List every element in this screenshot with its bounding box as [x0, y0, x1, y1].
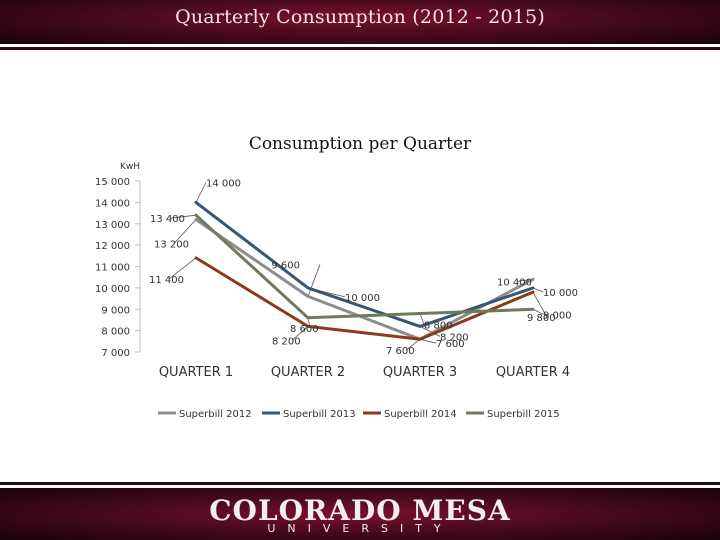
y-tick-label: 11 000: [95, 263, 130, 274]
y-tick-label: 8 000: [101, 327, 130, 338]
data-label: 8 200: [440, 332, 469, 343]
legend-label: Superbill 2015: [487, 409, 560, 420]
y-tick-label: 14 000: [95, 198, 130, 209]
y-axis-label: KwH: [120, 162, 140, 172]
data-label: 13 200: [154, 239, 189, 250]
data-label: 11 400: [149, 275, 184, 286]
y-tick-label: 10 000: [95, 284, 130, 295]
data-label: 10 000: [345, 293, 380, 304]
data-label: 8 600: [290, 324, 319, 335]
data-label-leader: [173, 219, 197, 244]
data-label-leader: [419, 313, 425, 325]
data-label-leader: [195, 182, 207, 203]
data-label: 7 600: [436, 339, 465, 350]
data-label-leader: [291, 326, 309, 341]
series-line-superbill-2015: [194, 213, 535, 320]
data-label: 9 800: [527, 313, 556, 324]
series-line-superbill-2014: [194, 256, 535, 341]
data-label: 9 000: [543, 310, 572, 321]
data-label-leader: [169, 214, 197, 219]
data-label: 8 800: [424, 321, 453, 332]
y-tick-label: 12 000: [95, 241, 130, 252]
data-label: 7 600: [386, 346, 415, 357]
line-chart: Consumption per Quarter KwH 7 000 8 000 9 …: [95, 134, 578, 420]
series-line-superbill-2012: [194, 218, 535, 341]
data-label-leader: [532, 291, 548, 318]
university-logo-subtitle: UNIVERSITY: [267, 522, 453, 535]
y-tick-label: 7 000: [101, 348, 130, 359]
x-category-label: QUARTER 1: [159, 365, 233, 380]
x-category-label: QUARTER 2: [271, 365, 345, 380]
data-label: 10 000: [543, 288, 578, 299]
y-tick-label: 15 000: [95, 177, 130, 188]
y-tick-label: 9 000: [101, 305, 130, 316]
page-title: Quarterly Consumption (2012 - 2015): [175, 6, 545, 28]
legend-label: Superbill 2014: [384, 409, 457, 420]
data-label-leader: [307, 264, 321, 297]
university-logo: COLORADO MESA: [209, 494, 511, 527]
data-label: 8 200: [272, 336, 301, 347]
data-label: 14 000: [206, 178, 241, 189]
y-tick-label: 13 000: [95, 220, 130, 231]
legend-label: Superbill 2012: [179, 409, 252, 420]
data-label-leader: [168, 257, 197, 280]
chart-title: Consumption per Quarter: [249, 134, 472, 154]
header-band: [0, 0, 720, 50]
data-label-leader: [419, 338, 437, 344]
data-label-leader: [532, 308, 544, 315]
x-category-label: QUARTER 3: [383, 365, 457, 380]
data-label: 9 600: [271, 260, 300, 271]
data-label: 10 400: [497, 277, 532, 288]
data-label-leader: [419, 325, 441, 337]
series-line-superbill-2013: [194, 200, 535, 328]
data-label-leader: [532, 287, 544, 293]
data-label-leader: [405, 338, 421, 351]
x-category-label: QUARTER 4: [496, 365, 570, 380]
data-label: 13 400: [150, 214, 185, 225]
footer-band: [0, 482, 720, 540]
legend-label: Superbill 2013: [283, 409, 356, 420]
